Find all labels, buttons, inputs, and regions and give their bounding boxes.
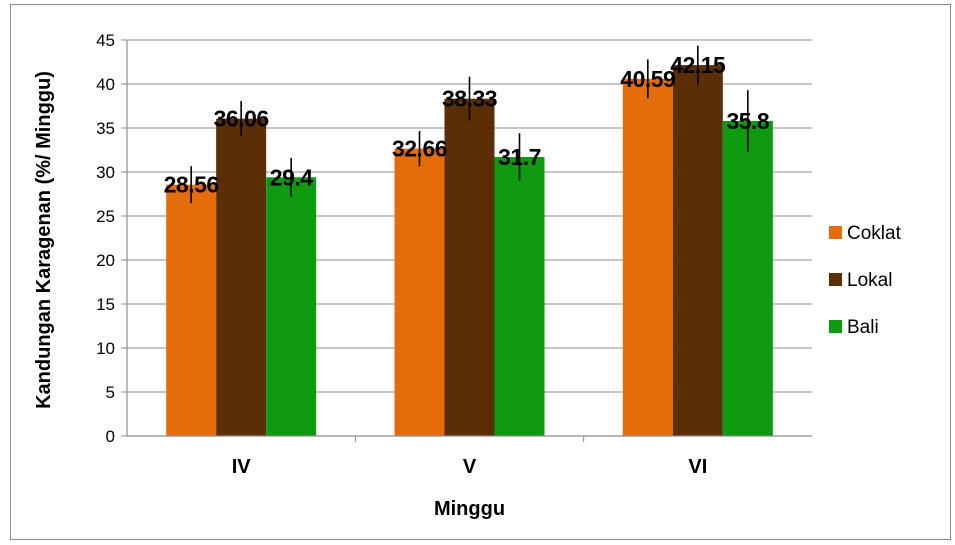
error-bars <box>190 45 749 204</box>
bars <box>166 65 773 437</box>
data-label: 35.8 <box>726 108 769 134</box>
bar-bali <box>722 120 773 437</box>
x-tick-label: IV <box>232 456 252 478</box>
data-label: 40.59 <box>620 66 675 92</box>
x-tick-label: VI <box>688 456 707 478</box>
y-tick-label: 40 <box>96 75 115 94</box>
y-axis-title: Kandungan Karagenan (%/ Minggu) <box>33 71 55 409</box>
y-tick-label: 30 <box>96 163 115 182</box>
data-label: 32.66 <box>392 136 447 162</box>
data-label: 38.33 <box>442 86 497 112</box>
data-label: 28.56 <box>164 172 219 198</box>
x-axis-title: Minggu <box>434 498 505 520</box>
legend: Coklat Lokal Bali <box>829 223 902 338</box>
legend-label-bali: Bali <box>847 317 879 338</box>
x-tick-label: V <box>463 456 477 478</box>
y-tick-label: 45 <box>96 31 115 50</box>
y-tick-label: 25 <box>96 207 115 226</box>
legend-swatch-bali <box>829 320 842 333</box>
y-tick-label: 10 <box>96 339 115 358</box>
y-tick-labels: 0 5 10 15 20 25 30 35 40 45 <box>96 31 115 446</box>
data-label: 31.7 <box>498 144 541 170</box>
data-label: 42.15 <box>670 52 726 78</box>
axes <box>126 40 812 442</box>
bar-coklat <box>166 184 217 436</box>
legend-label-coklat: Coklat <box>847 223 902 244</box>
y-tick-label: 20 <box>96 251 115 270</box>
y-tick-label: 35 <box>96 119 115 138</box>
bar-lokal <box>672 65 723 436</box>
legend-swatch-lokal <box>829 273 842 286</box>
data-label: 29.4 <box>270 164 313 190</box>
bar-coklat <box>622 78 673 437</box>
bar-bali <box>494 157 545 437</box>
bar-lokal <box>216 118 267 436</box>
y-tick-label: 5 <box>106 383 115 402</box>
bar-lokal <box>444 98 495 437</box>
y-tick-label: 0 <box>106 427 115 446</box>
bar-coklat <box>394 148 445 437</box>
legend-swatch-coklat <box>829 226 842 239</box>
y-tick-label: 15 <box>96 295 115 314</box>
legend-label-lokal: Lokal <box>847 270 892 291</box>
data-label: 36.06 <box>214 106 269 132</box>
bar-bali <box>266 177 317 436</box>
x-tick-labels: IV V VI <box>232 456 708 478</box>
